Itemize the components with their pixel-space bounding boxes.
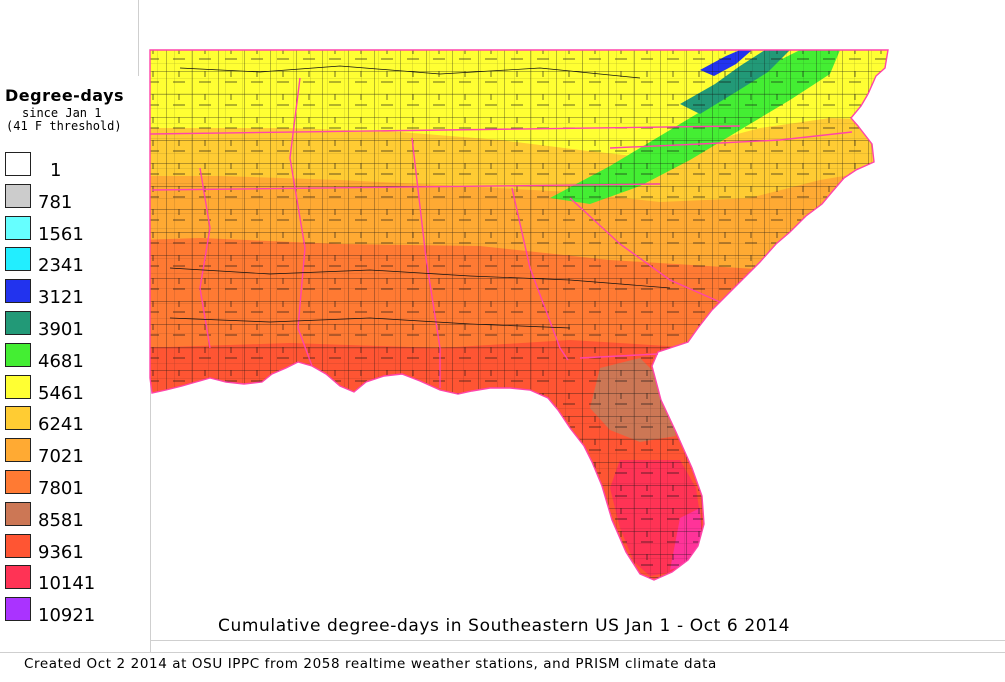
legend-swatch <box>5 342 31 367</box>
legend-swatch-label: 5461 <box>38 382 84 404</box>
legend-title: Degree-days <box>5 86 125 105</box>
legend-swatch-label: 1561 <box>38 223 84 245</box>
state-borders <box>149 49 889 581</box>
legend-swatch-label: 8581 <box>38 509 84 531</box>
legend-swatch <box>5 279 31 304</box>
credit-line: Created Oct 2 2014 at OSU IPPC from 2058… <box>24 656 717 672</box>
county-outline-accents <box>169 65 671 329</box>
legend-swatch <box>5 215 31 240</box>
legend-swatch <box>5 470 31 494</box>
legend-swatch-label: 9361 <box>38 541 84 563</box>
legend-threshold: (41 F threshold) <box>6 119 122 133</box>
legend-swatch-label: 10921 <box>38 605 96 627</box>
legend-swatch-label: 4681 <box>38 350 84 372</box>
legend-swatch-label: 2341 <box>38 255 84 277</box>
map-title: Cumulative degree-days in Southeastern U… <box>218 616 790 636</box>
legend-swatch-label: 6241 <box>38 414 84 436</box>
legend-swatch <box>5 597 31 622</box>
legend-swatch-label: 10141 <box>38 573 96 595</box>
degree-day-map <box>149 49 889 581</box>
legend-subtitle: since Jan 1 <box>22 106 102 120</box>
legend-swatch <box>5 247 31 272</box>
legend-swatch <box>5 438 31 463</box>
legend: Degree-days since Jan 1 (41 F threshold)… <box>0 76 150 652</box>
legend-swatch-label: 1 <box>50 160 62 181</box>
legend-swatch-label: 781 <box>38 191 73 213</box>
legend-swatch <box>5 152 31 176</box>
legend-swatch <box>5 406 31 431</box>
legend-swatch-label: 3901 <box>38 319 84 340</box>
legend-swatch <box>5 501 31 526</box>
legend-swatch-label: 3121 <box>38 287 84 309</box>
legend-swatch <box>5 533 31 558</box>
legend-swatch-label: 7021 <box>38 446 84 468</box>
legend-swatch <box>5 565 31 590</box>
legend-swatch <box>5 374 31 399</box>
temperature-fill <box>150 50 888 580</box>
frame-divider-top <box>138 0 139 76</box>
frame-divider-bottom <box>0 652 1005 653</box>
legend-swatch-label: 7801 <box>38 478 84 499</box>
legend-swatch <box>5 183 31 208</box>
legend-swatch <box>5 311 31 335</box>
frame-divider-title <box>150 640 1005 641</box>
